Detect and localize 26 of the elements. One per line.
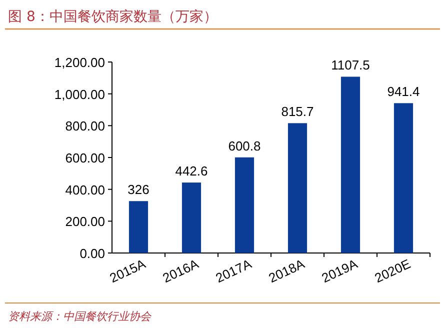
x-tick-label: 2017A (213, 256, 254, 286)
bar (182, 182, 202, 253)
data-label: 1107.5 (331, 58, 370, 73)
bar (128, 201, 148, 253)
data-label: 941.4 (387, 84, 420, 100)
y-tick-label: 400.00 (65, 182, 105, 198)
y-tick-label: 1,000.00 (54, 86, 105, 102)
y-tick-label: 600.00 (65, 150, 105, 166)
chart-title: 图 8：中国餐饮商家数量（万家） (8, 9, 218, 25)
x-tick-label: 2019A (319, 256, 360, 286)
y-tick-label: 0.00 (80, 246, 105, 261)
y-tick-label: 200.00 (65, 214, 105, 230)
bar (288, 123, 308, 253)
bar (394, 103, 414, 253)
data-label: 442.6 (175, 164, 208, 179)
x-tick-label: 2018A (266, 256, 308, 286)
data-label: 815.7 (281, 104, 314, 120)
data-label: 326 (128, 182, 150, 198)
data-label: 600.8 (228, 138, 261, 154)
x-tick-label: 2016A (160, 256, 202, 286)
y-tick-label: 1,200.00 (54, 55, 105, 70)
bar (234, 157, 254, 253)
bar (340, 76, 360, 253)
y-tick-label: 800.00 (65, 118, 105, 134)
x-tick-label: 2015A (107, 256, 148, 286)
text: 资料来源：中国餐饮行业协会 (8, 310, 152, 323)
